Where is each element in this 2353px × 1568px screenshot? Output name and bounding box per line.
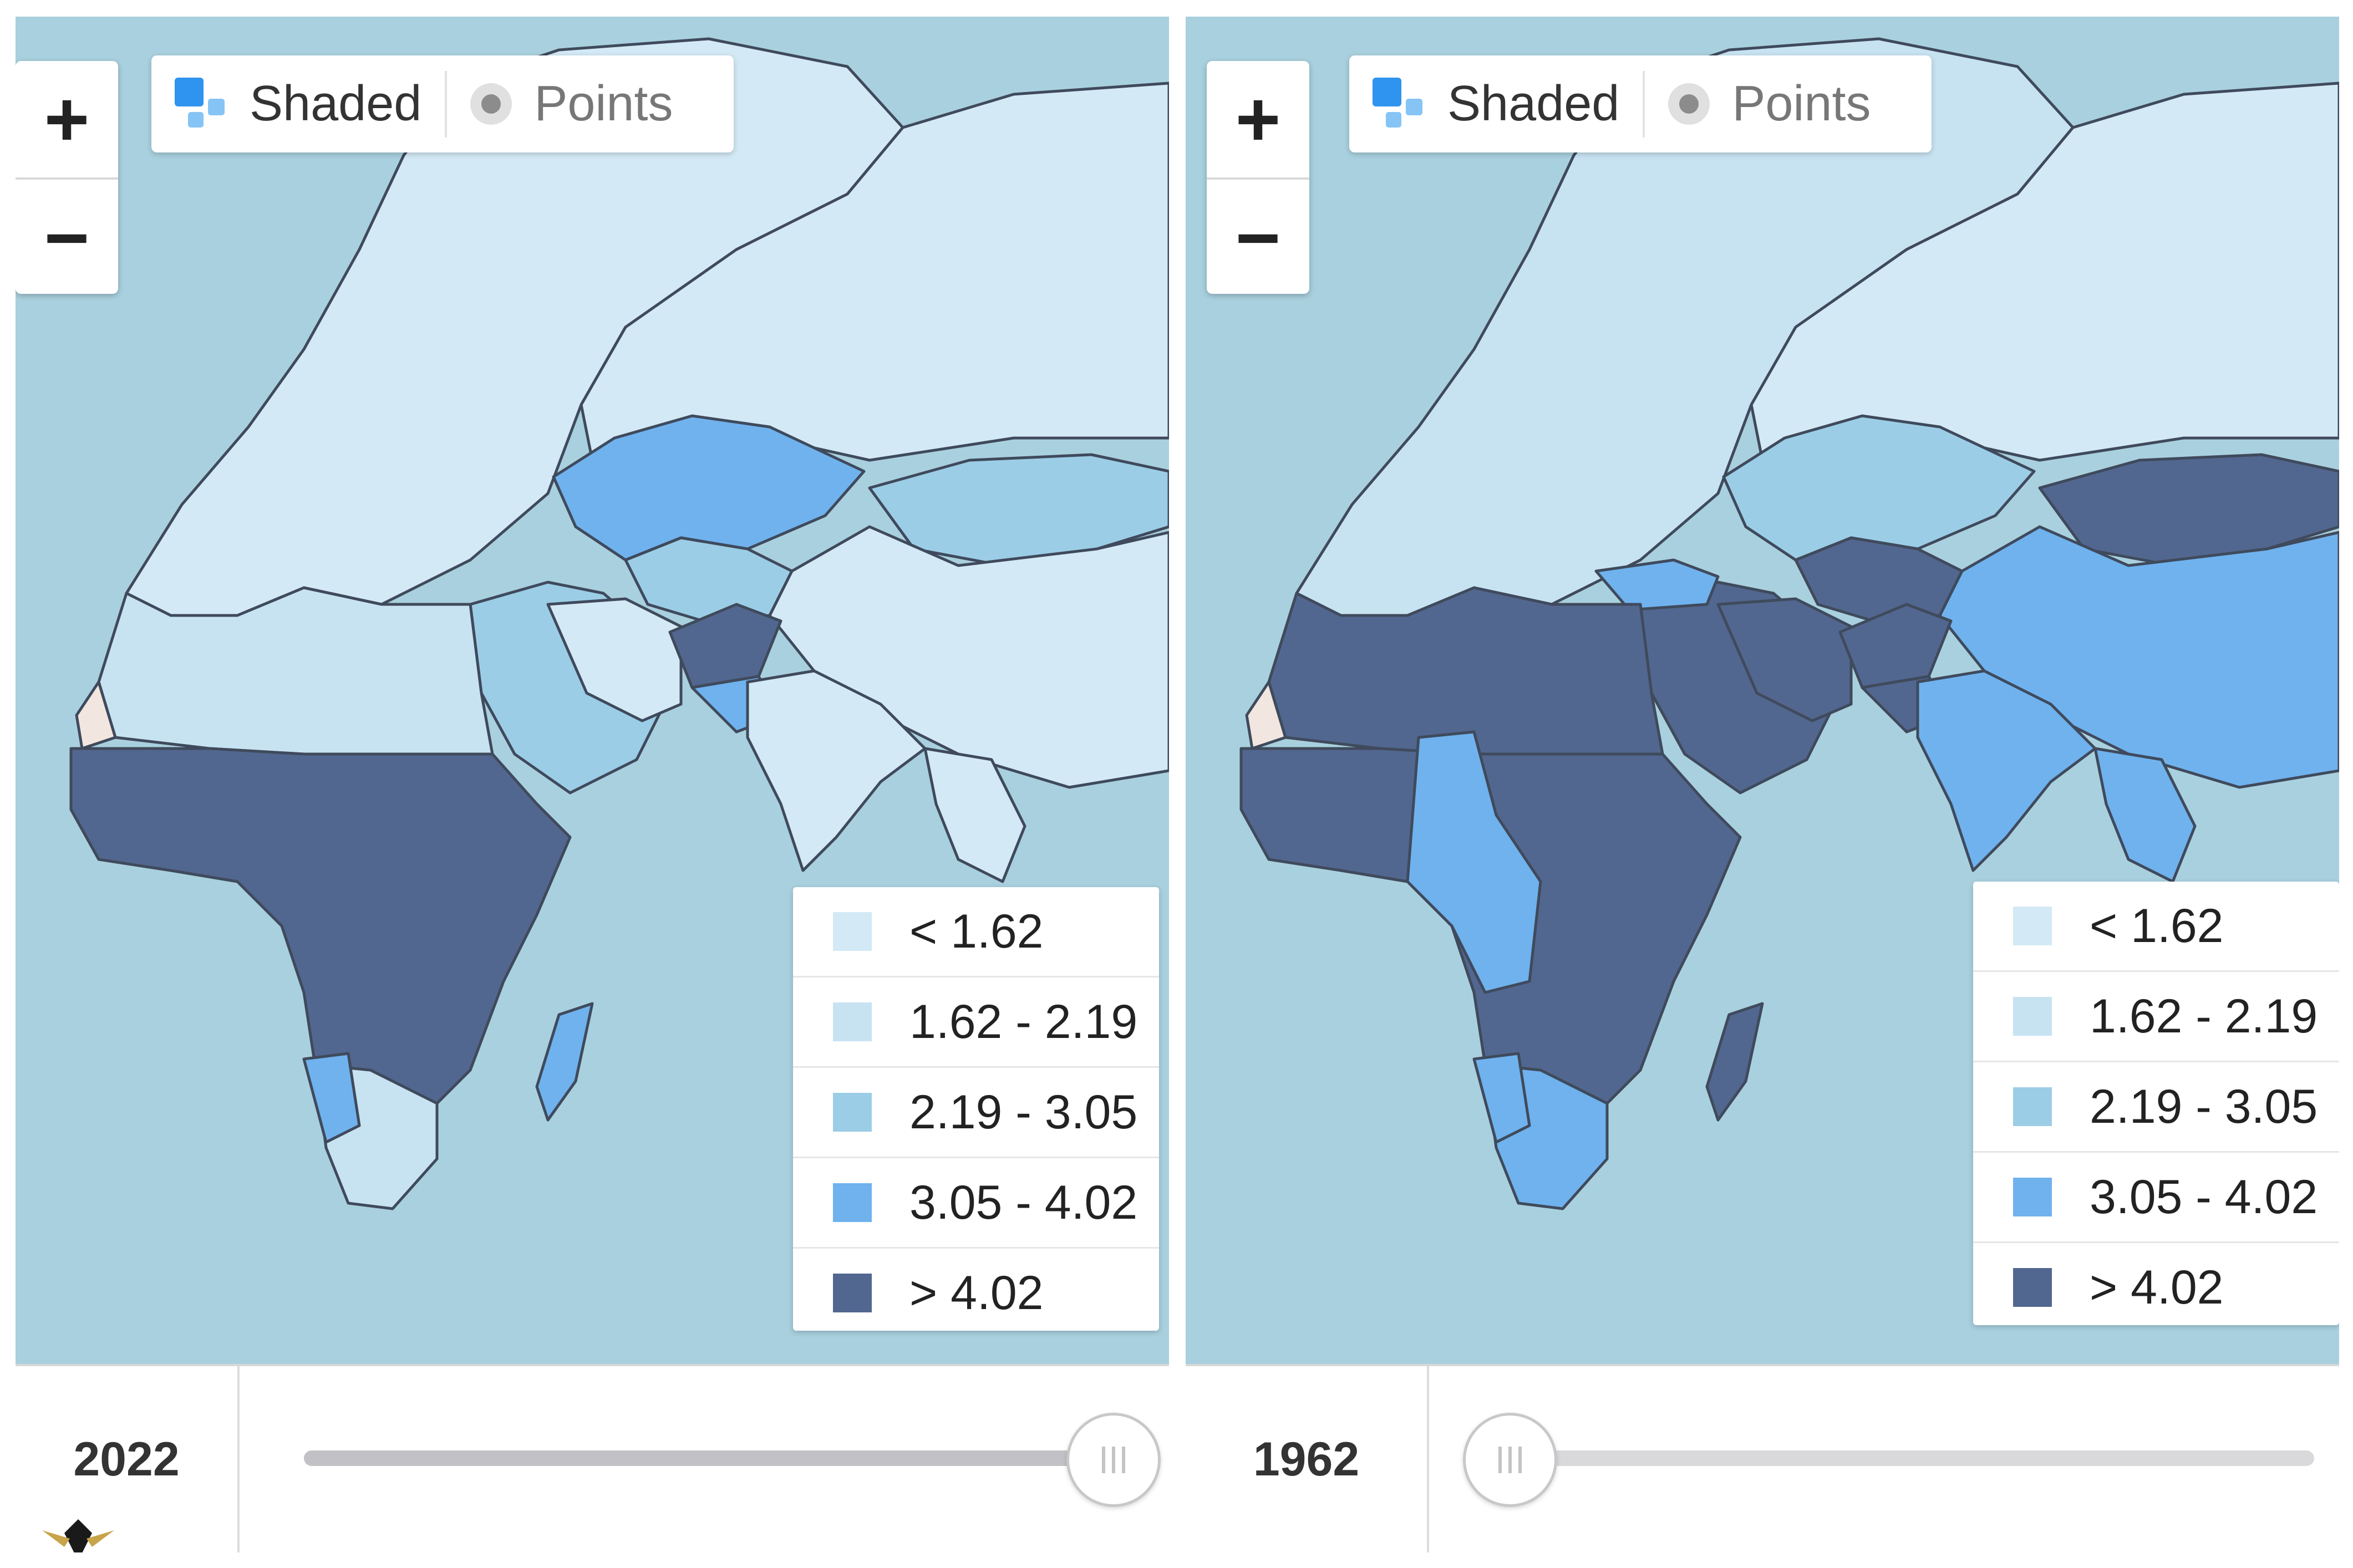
region-kazakhstan bbox=[552, 414, 866, 562]
zoom-in-button[interactable]: + bbox=[44, 75, 90, 162]
forum-logo-icon bbox=[42, 1519, 114, 1552]
legend-swatch bbox=[833, 1274, 872, 1312]
year-display: 2022 bbox=[16, 1366, 240, 1552]
region-madagascar bbox=[535, 1002, 594, 1122]
region-india bbox=[746, 669, 927, 872]
points-option[interactable]: Points bbox=[447, 55, 696, 152]
region-afghanistan bbox=[668, 603, 782, 689]
shaded-label: Shaded bbox=[250, 76, 422, 131]
zoom-out-button[interactable]: − bbox=[16, 177, 118, 296]
legend-item: 2.19 - 3.05 bbox=[1973, 1061, 2339, 1151]
shaded-option[interactable]: Shaded bbox=[151, 55, 445, 152]
legend-item: < 1.62 bbox=[1973, 882, 2339, 970]
region-se-asia bbox=[923, 747, 1026, 883]
year-slider[interactable] bbox=[304, 1413, 1161, 1507]
points-icon bbox=[1668, 83, 1710, 125]
region-central-asia bbox=[624, 536, 794, 623]
legend-label: < 1.62 bbox=[2090, 899, 2224, 953]
region-iran bbox=[1716, 597, 1853, 722]
toggle-divider bbox=[1643, 70, 1645, 138]
legend-item: > 4.02 bbox=[1973, 1241, 2339, 1332]
legend-swatch bbox=[2013, 1087, 2052, 1126]
region-afghanistan bbox=[1838, 603, 1953, 689]
legend-item: > 4.02 bbox=[793, 1247, 1159, 1337]
zoom-in-button[interactable]: + bbox=[1235, 75, 1281, 162]
year-display: 1962 bbox=[1186, 1366, 1429, 1552]
view-mode-toggle: Shaded Points bbox=[151, 55, 734, 152]
map-legend: < 1.62 1.62 - 2.19 2.19 - 3.05 3.05 - 4.… bbox=[1973, 882, 2339, 1325]
legend-label: > 4.02 bbox=[909, 1266, 1044, 1320]
year-slider[interactable] bbox=[1463, 1413, 2314, 1507]
legend-label: 3.05 - 4.02 bbox=[2090, 1170, 2318, 1224]
region-mongolia bbox=[868, 453, 1169, 567]
region-north-africa bbox=[1267, 586, 1664, 756]
region-central-asia bbox=[1794, 536, 1964, 623]
region-turkey bbox=[1594, 558, 1720, 612]
legend-swatch bbox=[2013, 997, 2052, 1036]
points-option[interactable]: Points bbox=[1645, 55, 1894, 152]
legend-label: 1.62 - 2.19 bbox=[909, 995, 1138, 1048]
points-label: Points bbox=[1732, 76, 1871, 131]
legend-swatch bbox=[2013, 907, 2052, 945]
slider-thumb[interactable] bbox=[1463, 1413, 1557, 1507]
zoom-control: + − bbox=[16, 61, 118, 294]
legend-label: 1.62 - 2.19 bbox=[2090, 989, 2318, 1043]
zoom-out-button[interactable]: − bbox=[1207, 177, 1309, 296]
region-north-africa bbox=[97, 586, 494, 756]
legend-swatch bbox=[2013, 1268, 2052, 1307]
shaded-icon bbox=[175, 78, 227, 130]
region-sub-saharan-africa bbox=[69, 747, 572, 1105]
view-mode-toggle: Shaded Points bbox=[1349, 55, 1932, 152]
region-mongolia bbox=[2038, 453, 2339, 567]
region-kazakhstan bbox=[1722, 414, 2036, 562]
legend-item: 1.62 - 2.19 bbox=[793, 976, 1159, 1066]
legend-swatch bbox=[833, 1002, 872, 1041]
map-canvas[interactable]: + − Shaded Points < 1.62 1.62 - 2.19 2.1… bbox=[16, 17, 1169, 1364]
choropleth-map bbox=[1239, 37, 2339, 1210]
legend-label: < 1.62 bbox=[909, 904, 1044, 958]
timeline-bar: 2022 bbox=[16, 1364, 1169, 1552]
shaded-label: Shaded bbox=[1447, 76, 1620, 131]
legend-item: < 1.62 bbox=[793, 887, 1159, 976]
map-legend: < 1.62 1.62 - 2.19 2.19 - 3.05 3.05 - 4.… bbox=[793, 887, 1159, 1331]
legend-label: > 4.02 bbox=[2090, 1260, 2224, 1314]
region-madagascar bbox=[1705, 1002, 1764, 1122]
region-iran bbox=[546, 597, 683, 722]
map-panel-2022: + − Shaded Points < 1.62 1.62 - 2.19 2.1… bbox=[16, 17, 1169, 1552]
region-india bbox=[1916, 669, 2097, 872]
points-label: Points bbox=[534, 76, 673, 131]
choropleth-map bbox=[69, 37, 1169, 1210]
zoom-control: + − bbox=[1207, 61, 1309, 294]
region-china bbox=[768, 525, 1169, 789]
legend-swatch bbox=[833, 1093, 872, 1132]
legend-label: 2.19 - 3.05 bbox=[909, 1085, 1138, 1139]
legend-item: 1.62 - 2.19 bbox=[1973, 970, 2339, 1061]
legend-item: 3.05 - 4.02 bbox=[1973, 1151, 2339, 1241]
toggle-divider bbox=[445, 70, 448, 138]
map-panel-1962: + − Shaded Points < 1.62 1.62 - 2.19 2.1… bbox=[1186, 17, 2339, 1552]
year-label: 2022 bbox=[73, 1432, 180, 1486]
legend-label: 3.05 - 4.02 bbox=[909, 1175, 1138, 1229]
map-canvas[interactable]: + − Shaded Points < 1.62 1.62 - 2.19 2.1… bbox=[1186, 17, 2339, 1364]
slider-fill bbox=[304, 1450, 1111, 1466]
legend-swatch bbox=[833, 1183, 872, 1222]
legend-item: 3.05 - 4.02 bbox=[793, 1157, 1159, 1247]
year-label: 1962 bbox=[1253, 1432, 1360, 1486]
region-namibia bbox=[302, 1052, 361, 1144]
region-central-africa bbox=[1406, 730, 1542, 994]
region-namibia bbox=[1472, 1052, 1531, 1144]
shaded-icon bbox=[1373, 78, 1425, 130]
slider-thumb[interactable] bbox=[1066, 1413, 1161, 1507]
legend-swatch bbox=[2013, 1178, 2052, 1216]
points-icon bbox=[470, 83, 512, 125]
timeline-bar: 1962 bbox=[1186, 1364, 2339, 1552]
legend-label: 2.19 - 3.05 bbox=[2090, 1080, 2318, 1133]
region-china bbox=[1938, 525, 2339, 789]
legend-swatch bbox=[833, 912, 872, 951]
shaded-option[interactable]: Shaded bbox=[1349, 55, 1643, 152]
legend-item: 2.19 - 3.05 bbox=[793, 1066, 1159, 1157]
